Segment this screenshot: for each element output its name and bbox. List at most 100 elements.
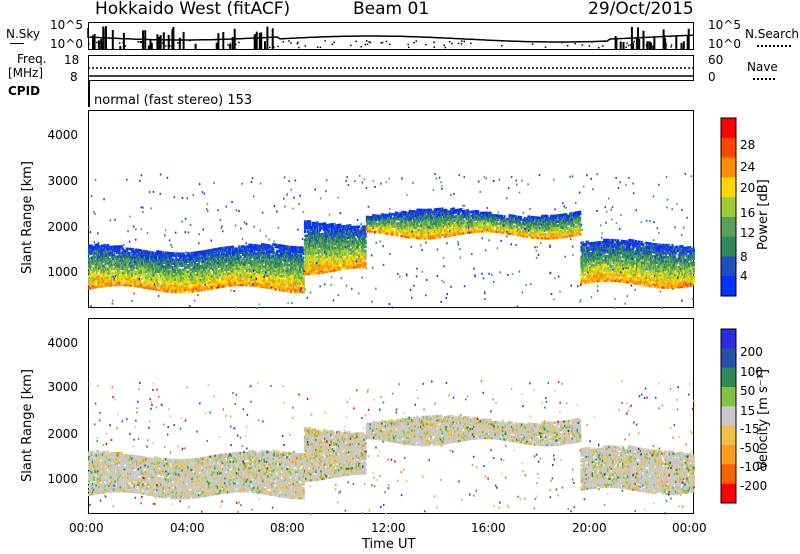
heat-cell — [259, 250, 262, 254]
heat-cell — [173, 266, 176, 269]
heat-cell — [355, 265, 358, 269]
heat-cell — [228, 260, 231, 263]
heat-cell — [247, 259, 250, 263]
heat-cell — [144, 274, 147, 277]
heat-cell — [356, 265, 360, 269]
heat-cell — [133, 256, 136, 259]
heat-cell — [88, 246, 91, 250]
heat-cell — [335, 250, 338, 254]
heat-cell — [423, 230, 426, 234]
heat-cell — [165, 267, 168, 271]
heat-cell — [129, 255, 132, 259]
heat-cell — [349, 236, 352, 239]
heat-cell — [158, 278, 161, 282]
heat-cell — [282, 252, 285, 256]
heat-cell — [476, 210, 480, 213]
heat-cell — [353, 241, 356, 245]
heat-cell — [238, 249, 241, 252]
heat-cell — [152, 257, 155, 261]
heat-cell — [447, 214, 450, 217]
heat-cell — [356, 235, 360, 239]
heat-cell — [273, 281, 276, 285]
heat-cell — [311, 250, 314, 253]
heat-cell — [266, 284, 269, 287]
heat-cell — [315, 223, 318, 227]
heat-cell — [404, 215, 408, 218]
heat-cell — [99, 255, 102, 258]
heat-cell — [310, 266, 313, 269]
heat-cell — [298, 248, 301, 251]
heat-cell — [418, 232, 421, 236]
heat-cell — [372, 228, 375, 231]
heat-cell — [165, 287, 168, 291]
heat-cell — [302, 286, 305, 290]
heat-cell — [303, 268, 307, 272]
heat-cell — [89, 268, 92, 272]
heat-cell — [186, 276, 189, 279]
noise-spike — [686, 35, 689, 50]
heat-cell — [170, 260, 173, 263]
heat-cell — [336, 266, 339, 269]
heat-cell — [229, 272, 232, 275]
heat-cell — [215, 276, 218, 279]
heat-cell — [459, 216, 462, 219]
heat-cell — [316, 265, 319, 269]
heat-cell — [269, 284, 272, 288]
heat-cell — [242, 245, 245, 248]
heat-cell — [130, 258, 134, 261]
heat-cell — [418, 224, 421, 228]
heat-cell — [266, 266, 269, 269]
heat-cell — [105, 280, 108, 283]
heat-cell — [439, 215, 442, 219]
heat-cell — [182, 270, 185, 274]
heat-cell — [312, 252, 315, 255]
heat-cell — [118, 269, 121, 273]
heat-cell — [144, 264, 147, 267]
heat-cell — [171, 252, 174, 255]
heat-cell — [332, 236, 336, 240]
heat-cell — [244, 247, 247, 250]
heat-cell — [242, 273, 245, 277]
heat-cell — [308, 248, 312, 251]
heat-cell — [220, 273, 223, 276]
heat-cell — [485, 219, 488, 223]
noise-search-dot — [670, 44, 673, 46]
heat-cell — [166, 261, 169, 265]
heat-cell — [468, 221, 471, 224]
heat-cell — [346, 234, 349, 238]
heat-cell — [351, 248, 355, 251]
heat-cell — [388, 230, 391, 234]
heat-cell — [325, 268, 328, 272]
heat-cell — [432, 212, 435, 215]
heat-cell — [339, 237, 342, 241]
heat-cell — [248, 253, 251, 257]
heat-cell — [238, 275, 241, 279]
heat-cell — [335, 264, 338, 268]
heat-cell — [141, 259, 144, 263]
heat-cell — [118, 271, 121, 275]
heat-cell — [362, 241, 365, 245]
heat-cell — [340, 247, 343, 251]
heat-cell — [200, 268, 203, 272]
heat-cell — [183, 254, 187, 257]
heat-cell — [490, 226, 493, 229]
heat-cell — [176, 264, 179, 268]
heat-cell — [302, 290, 305, 294]
heat-cell — [319, 265, 322, 268]
heat-cell — [211, 262, 214, 266]
heat-cell — [442, 211, 445, 214]
heat-cell — [308, 256, 312, 260]
heat-cell — [322, 222, 325, 226]
heat-cell — [278, 288, 281, 292]
heat-cell — [190, 272, 193, 275]
heat-cell — [89, 250, 92, 254]
heat-cell — [322, 252, 325, 256]
heat-cell — [99, 273, 102, 276]
heat-cell — [460, 228, 463, 231]
heat-cell — [141, 255, 144, 259]
heat-cell — [306, 262, 309, 266]
heat-cell — [403, 221, 406, 224]
heat-cell — [104, 244, 107, 247]
heat-cell — [268, 244, 271, 247]
heat-cell — [151, 265, 154, 268]
